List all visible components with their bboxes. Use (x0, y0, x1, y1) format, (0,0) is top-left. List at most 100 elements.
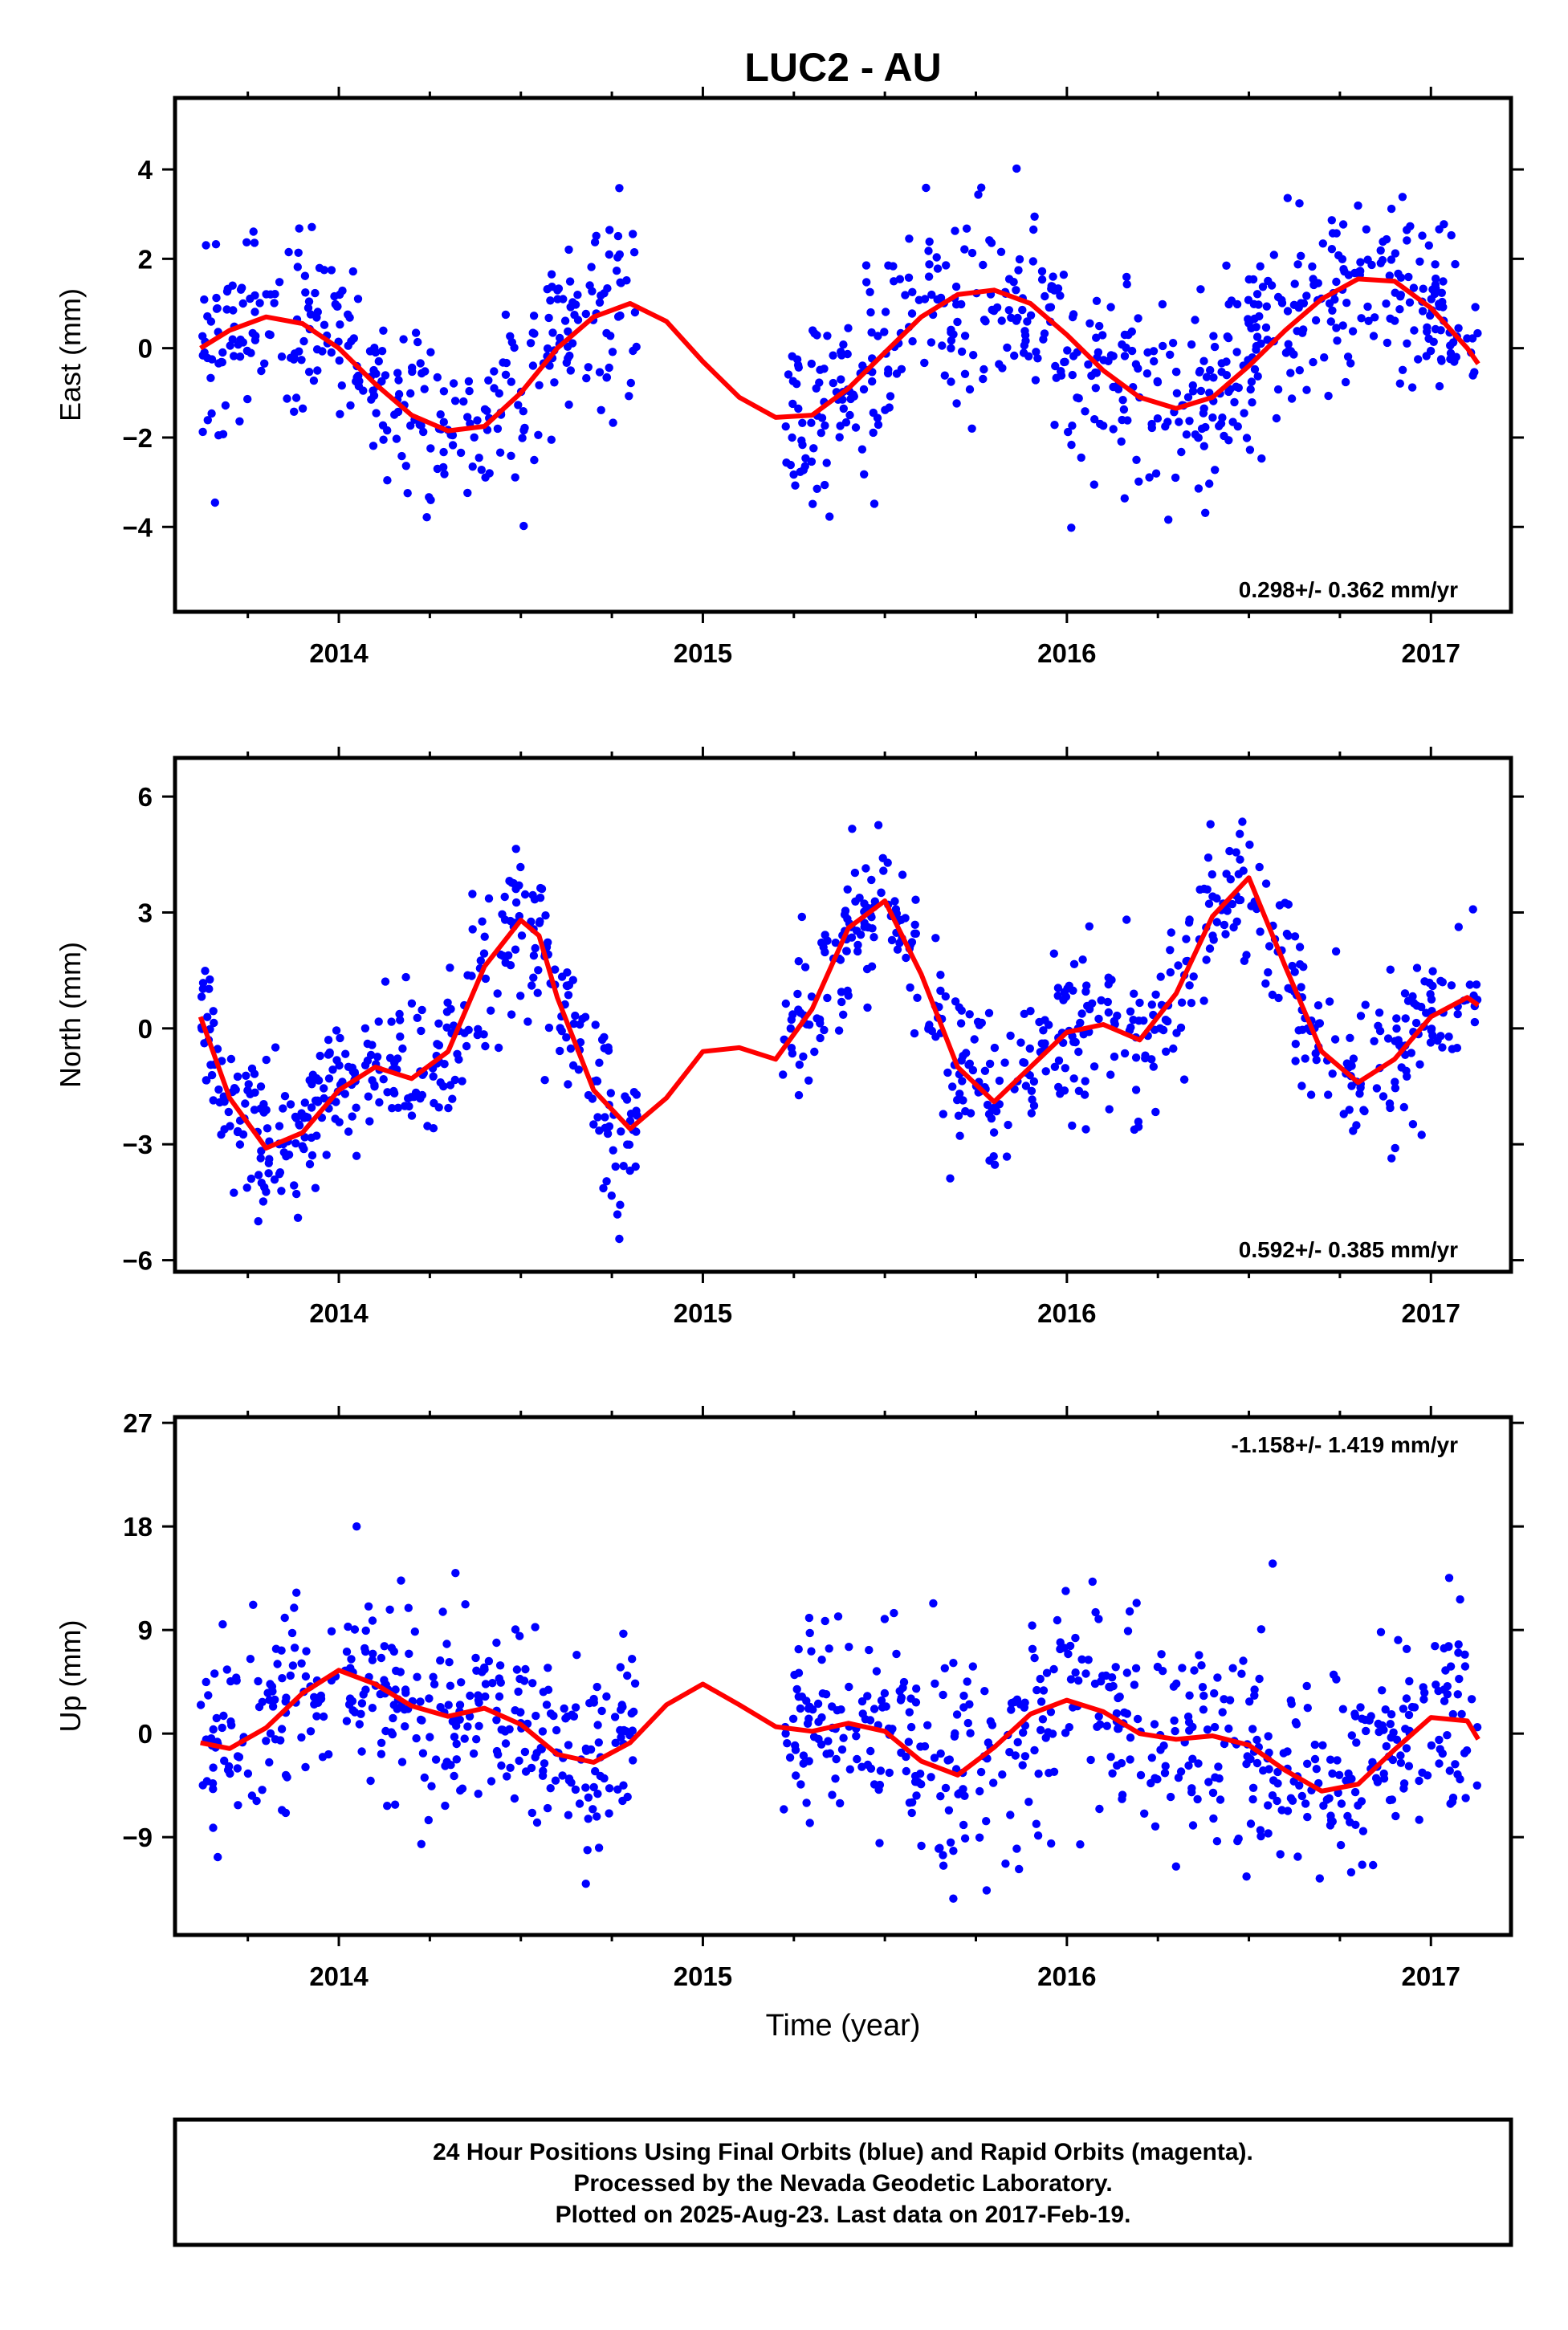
data-point (332, 302, 341, 311)
data-point (527, 1808, 536, 1818)
data-point (936, 293, 946, 303)
data-point (1438, 1043, 1447, 1052)
data-point (788, 399, 797, 409)
data-point (585, 1699, 594, 1708)
data-point (474, 1024, 483, 1034)
data-point (495, 1661, 505, 1670)
data-point (610, 1713, 620, 1721)
data-point (1177, 998, 1187, 1007)
data-point (1029, 225, 1038, 234)
data-point (1004, 1120, 1012, 1130)
data-point (256, 1154, 265, 1163)
data-point (365, 347, 375, 356)
data-point (1404, 1762, 1414, 1770)
data-point (480, 932, 489, 941)
data-point (630, 308, 640, 317)
data-point (1029, 1077, 1039, 1086)
data-point (397, 1758, 407, 1766)
data-point (1123, 416, 1132, 425)
data-point (229, 306, 238, 315)
data-point (543, 1803, 552, 1813)
data-point (460, 1029, 469, 1037)
data-point (1315, 1019, 1325, 1028)
data-point (791, 1741, 800, 1750)
data-point (1263, 336, 1272, 344)
data-point (1448, 1709, 1458, 1719)
data-point (591, 1020, 600, 1029)
data-point (958, 1077, 967, 1086)
data-point (1147, 1055, 1156, 1064)
data-point (1126, 1023, 1135, 1032)
data-point (368, 1076, 377, 1085)
data-point (936, 1792, 945, 1801)
data-point (238, 338, 247, 347)
data-point (238, 299, 247, 308)
data-point (481, 1692, 490, 1701)
data-point (305, 1159, 315, 1169)
data-point (242, 1183, 251, 1192)
data-point (1428, 967, 1437, 976)
data-point (260, 1183, 269, 1192)
data-point (1250, 1691, 1259, 1700)
data-point (832, 1754, 841, 1764)
data-point (1419, 1695, 1428, 1704)
data-point (1237, 1669, 1246, 1678)
data-point (1350, 1712, 1360, 1721)
data-point (570, 311, 579, 320)
data-point (417, 1090, 427, 1100)
data-point (264, 1159, 273, 1167)
data-point (214, 1085, 223, 1094)
data-point (788, 352, 796, 360)
data-point (463, 1722, 472, 1731)
data-point (1252, 1758, 1262, 1768)
data-point (1076, 1840, 1085, 1849)
data-point (312, 1073, 321, 1083)
data-point (1216, 1795, 1225, 1804)
data-point (424, 1815, 433, 1825)
data-point (955, 1090, 964, 1098)
data-point (278, 1806, 287, 1815)
y-tick-label: −9 (122, 1823, 153, 1852)
data-point (936, 971, 945, 980)
data-point (1196, 285, 1205, 294)
data-point (1109, 1681, 1118, 1691)
data-point (603, 284, 612, 293)
data-point (420, 385, 429, 393)
data-point (932, 253, 941, 262)
data-point (1301, 1799, 1310, 1808)
data-point (1447, 230, 1456, 240)
data-point (463, 971, 472, 980)
data-point (291, 393, 301, 402)
data-point (446, 963, 454, 972)
data-point (1447, 981, 1456, 990)
data-point (455, 1715, 464, 1724)
data-point (812, 384, 821, 393)
data-point (584, 1815, 593, 1823)
data-point (364, 1092, 373, 1101)
data-point (1203, 1725, 1212, 1734)
data-point (845, 1682, 853, 1692)
data-point (1171, 1726, 1179, 1736)
data-point (1402, 1744, 1411, 1753)
data-point (924, 246, 933, 255)
data-point (557, 1027, 566, 1036)
data-point (950, 1732, 959, 1741)
data-point (347, 1655, 356, 1664)
data-point (241, 1099, 250, 1108)
data-point (210, 1669, 219, 1678)
data-point (472, 1735, 481, 1744)
data-point (436, 1656, 445, 1665)
footer-line-2: Processed by the Nevada Geodetic Laborat… (573, 2170, 1112, 2197)
data-point (821, 1690, 831, 1699)
data-point (852, 1732, 861, 1741)
data-point (207, 409, 216, 418)
data-point (875, 1839, 884, 1847)
data-point (301, 1672, 311, 1681)
data-point (616, 1200, 625, 1209)
data-point (1215, 422, 1224, 430)
data-point (348, 1112, 356, 1121)
data-point (1054, 1056, 1064, 1065)
data-point (593, 1682, 601, 1692)
data-point (1312, 1765, 1322, 1774)
data-point (531, 1711, 540, 1721)
